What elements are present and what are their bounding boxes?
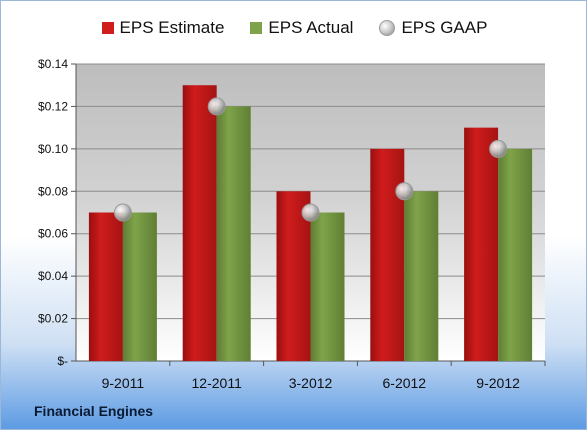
bar-eps-actual: [310, 212, 345, 361]
x-tick-label: 9-2011: [102, 375, 145, 391]
y-tick-label: $0.02: [38, 312, 68, 326]
legend-label-actual: EPS Actual: [268, 18, 354, 37]
y-tick-label: $-: [57, 354, 68, 368]
marker-eps-gaap: [207, 97, 226, 116]
x-tick-label: 6-2012: [383, 375, 427, 391]
y-tick-label: $0.04: [38, 269, 68, 283]
legend-marker-gaap: [379, 20, 396, 36]
bar-eps-estimate: [464, 127, 499, 362]
legend-label-estimate: EPS Estimate: [119, 18, 225, 37]
marker-eps-gaap: [113, 203, 132, 222]
legend-label-gaap: EPS GAAP: [401, 18, 488, 37]
bar-eps-actual: [122, 212, 157, 361]
bar-eps-actual: [404, 191, 439, 361]
company-name: Financial Engines: [34, 403, 154, 419]
legend-item-estimate: EPS Estimate: [101, 18, 225, 38]
bar-eps-estimate: [370, 148, 405, 361]
y-tick-label: $0.10: [38, 142, 68, 156]
bar-eps-estimate: [276, 191, 311, 361]
y-tick-label: $0.06: [38, 227, 68, 241]
legend-item-actual: EPS Actual: [250, 18, 353, 38]
bar-eps-estimate: [182, 85, 217, 361]
bar-eps-estimate: [88, 212, 123, 361]
bar-eps-actual: [498, 148, 533, 361]
marker-eps-gaap: [395, 182, 414, 201]
legend: EPS Estimate EPS Actual EPS GAAP: [1, 18, 587, 38]
x-tick-label: 12-2011: [192, 375, 243, 391]
legend-item-gaap: EPS GAAP: [379, 18, 487, 38]
x-tick-label: 3-2012: [289, 375, 333, 391]
y-tick-label: $0.12: [38, 99, 68, 113]
legend-swatch-estimate: [101, 22, 114, 34]
y-tick-label: $0.08: [38, 184, 68, 198]
x-tick-label: 9-2012: [476, 375, 520, 391]
y-tick-label: $0.14: [38, 57, 68, 71]
bar-eps-actual: [216, 106, 251, 361]
legend-swatch-actual: [250, 22, 263, 34]
marker-eps-gaap: [489, 139, 508, 158]
marker-eps-gaap: [301, 203, 320, 222]
